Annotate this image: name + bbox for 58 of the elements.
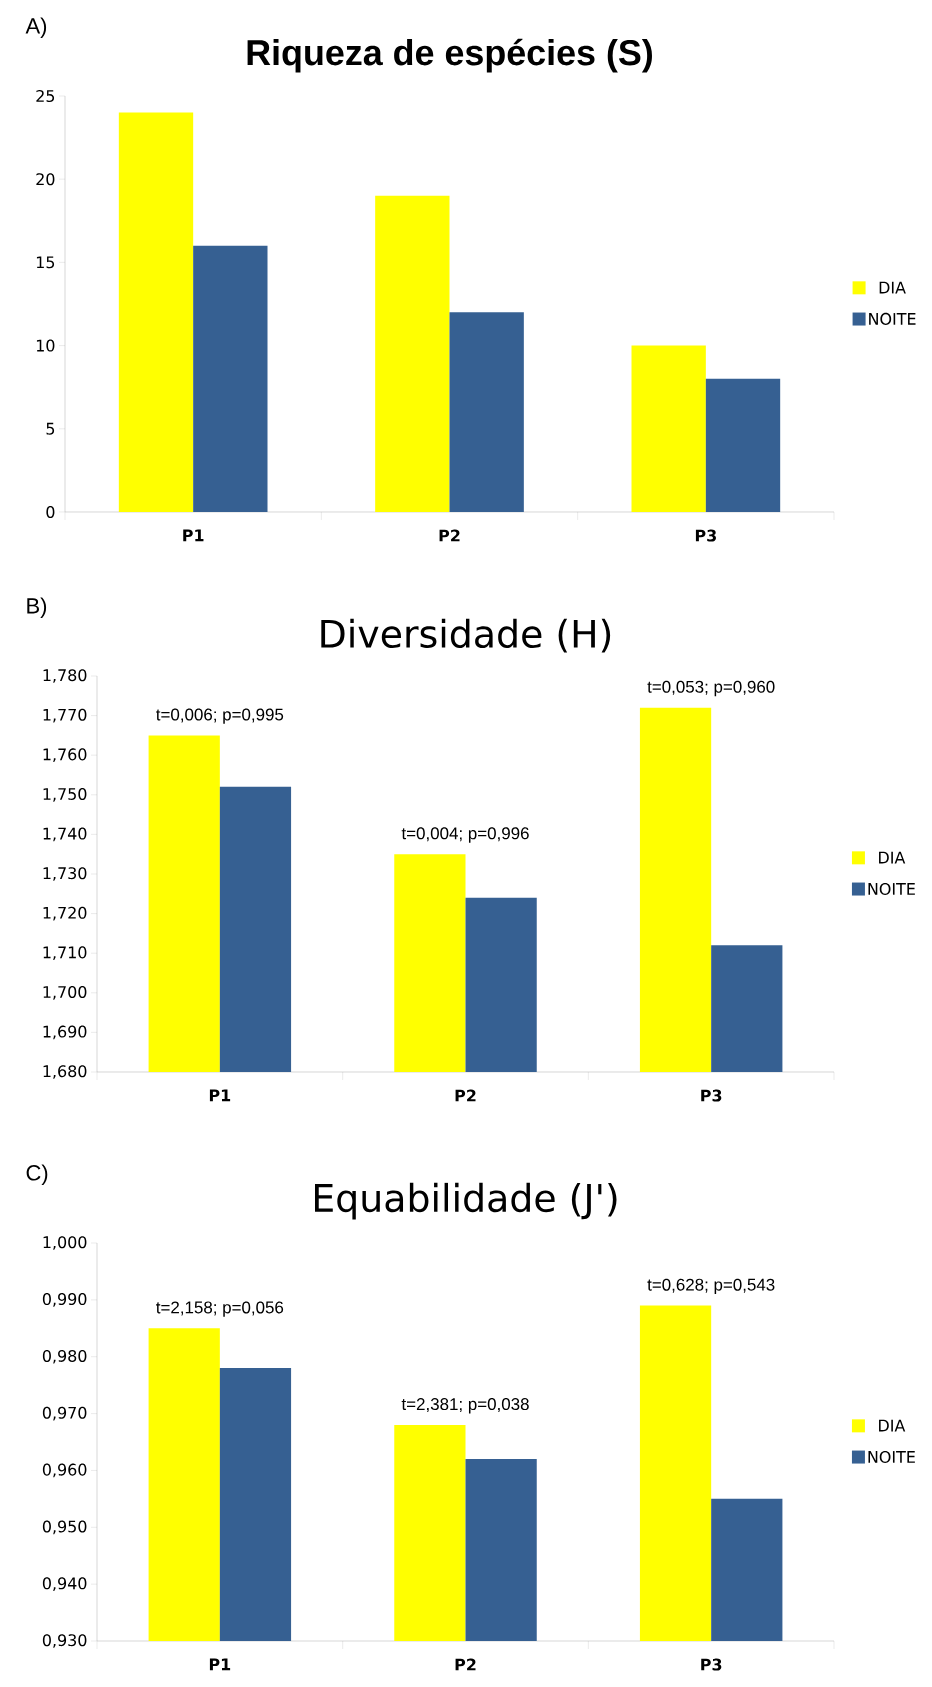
x-tick-label: P1 (183, 529, 204, 542)
text: B) (27, 597, 47, 618)
x-tick-label: P1 (209, 1658, 231, 1671)
x-tick-label: P2 (439, 529, 460, 542)
annotation: t=0,628; p=0,543 (647, 1278, 775, 1295)
x-tick-label: P2 (455, 1089, 476, 1102)
annotation: t=0,006; p=0,995 (156, 708, 284, 724)
y-tick-label: 1,760 (43, 748, 87, 763)
y-tick-label: 0,960 (42, 1463, 87, 1478)
y-tick-label: 1,770 (43, 708, 87, 723)
y-tick-label: 1,690 (43, 1025, 87, 1040)
annotation: t=0,004; p=0,996 (401, 827, 529, 843)
y-tick-label: 1,740 (43, 827, 87, 842)
chart-title: Equabilidade (J') (315, 1182, 617, 1220)
x-tick-label: P3 (701, 1658, 722, 1671)
bar (193, 245, 268, 512)
text: A) (25, 17, 47, 38)
legend-label: NOITE (869, 312, 916, 325)
y-tick-label: 0 (46, 505, 55, 519)
bar (705, 378, 781, 512)
y-tick-label: 1,730 (43, 867, 87, 881)
text: C) (26, 1164, 48, 1185)
legend-label: NOITE (868, 882, 915, 895)
y-tick-label: 0,990 (42, 1293, 87, 1307)
x-tick-label: P1 (209, 1089, 231, 1102)
y-tick-label: 0,940 (42, 1577, 87, 1591)
y-tick-label: 1,700 (43, 985, 87, 1000)
legend-label: NOITE (868, 1450, 915, 1463)
y-tick-label: 0,970 (42, 1406, 87, 1421)
y-tick-label: 25 (36, 89, 55, 102)
x-tick-label: P2 (455, 1658, 476, 1671)
y-tick-label: 0,950 (42, 1520, 87, 1535)
y-tick-label: 1,680 (43, 1065, 87, 1079)
y-tick-label: 1,720 (43, 906, 87, 921)
y-tick-label: 1,710 (43, 946, 87, 961)
y-tick-label: 0,930 (42, 1634, 87, 1648)
y-tick-label: 1,780 (43, 669, 87, 683)
bar (631, 345, 706, 512)
chart-title: Diversidade (H) (321, 618, 611, 653)
bar (118, 112, 194, 512)
bar (449, 312, 524, 512)
y-tick-label: 10 (36, 339, 55, 352)
annotation: t=0,053; p=0,960 (647, 680, 775, 697)
chart-title: Riqueza de espécies (S) (247, 38, 652, 73)
legend-label: DIA (879, 281, 906, 294)
legend-label: DIA (879, 851, 906, 864)
legend-label: DIA (879, 1419, 906, 1432)
annotation: t=2,381; p=0,038 (401, 1398, 529, 1414)
y-tick-label: 0,980 (42, 1349, 87, 1364)
y-tick-label: 1,000 (43, 1236, 87, 1250)
y-tick-label: 15 (36, 256, 55, 269)
annotation: t=2,158; p=0,056 (156, 1301, 284, 1317)
y-tick-label: 1,750 (43, 787, 87, 802)
bar (375, 195, 450, 512)
y-tick-label: 5 (46, 422, 55, 435)
x-tick-label: P3 (701, 1089, 722, 1102)
x-tick-label: P3 (695, 529, 716, 542)
y-tick-label: 20 (36, 173, 55, 186)
